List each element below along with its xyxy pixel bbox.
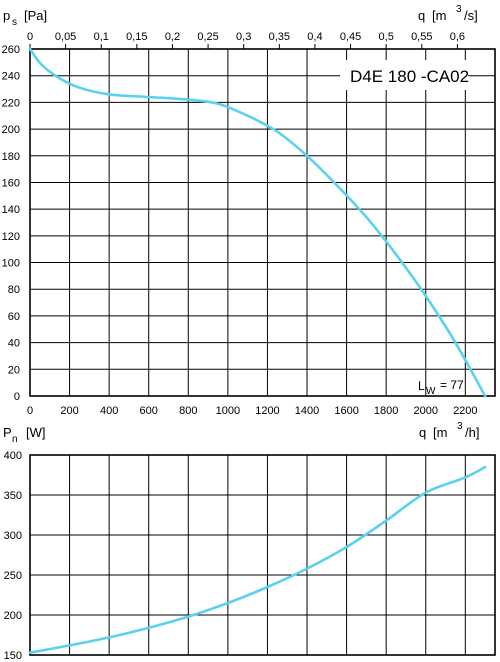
power-grid <box>30 455 495 655</box>
flow-top-tick-label: 0,25 <box>197 31 218 43</box>
pressure-chart: p s [Pa] q [m 3 /s] D4E 180 -CA02 L W = … <box>2 4 496 417</box>
pressure-plot-frame <box>29 48 496 397</box>
flow-top-tick-label: 0,6 <box>450 31 465 43</box>
pressure-tick-label: 20 <box>8 364 20 376</box>
pressure-tick-label: 260 <box>2 44 20 56</box>
power-tick-label: 350 <box>4 490 22 502</box>
flow-top-tick-label: 0 <box>27 31 33 43</box>
flow-tick-label: 200 <box>60 405 78 417</box>
flow-tick-label: 2200 <box>453 405 477 417</box>
pressure-axis-unit: [Pa] <box>24 8 47 23</box>
pressure-tick-label: 80 <box>8 284 20 296</box>
flow-tick-label: 1200 <box>255 405 279 417</box>
power-axis-symbol: P <box>3 425 12 440</box>
power-tick-label: 250 <box>4 570 22 582</box>
flow-top-axis-unit-pre: [m <box>432 8 446 23</box>
flow-axis-unit-post: /h] <box>465 425 479 440</box>
pressure-axis-subscript: s <box>12 17 17 28</box>
flow-top-tick-label: 0,05 <box>55 31 76 43</box>
power-axis-subscript: n <box>12 434 18 445</box>
pressure-tick-label: 220 <box>2 97 20 109</box>
power-plot-frame <box>29 454 496 656</box>
model-label-background <box>340 60 468 90</box>
flow-tick-label: 800 <box>179 405 197 417</box>
lw-symbol: L <box>418 379 425 393</box>
pressure-tick-label: 60 <box>8 311 20 323</box>
power-tick-label: 200 <box>4 610 22 622</box>
flow-tick-label: 600 <box>140 405 158 417</box>
flow-top-tick-label: 0,4 <box>307 31 322 43</box>
pressure-curve <box>28 47 487 398</box>
flow-tick-label: 1600 <box>334 405 358 417</box>
lw-annotation: L W = 77 <box>418 378 464 397</box>
pressure-tick-label: 180 <box>2 151 20 163</box>
flow-tick-label: 0 <box>27 405 33 417</box>
power-ticks: 150 200 250 300 350 400 <box>4 450 22 662</box>
flow-axis-symbol: q <box>419 425 426 440</box>
power-axis-unit: [W] <box>26 425 46 440</box>
flow-tick-label: 400 <box>100 405 118 417</box>
pressure-grid <box>30 49 495 396</box>
flow-tick-label: 1400 <box>295 405 319 417</box>
power-curve <box>28 465 487 654</box>
flow-top-tick-label: 0,5 <box>379 31 394 43</box>
pressure-tick-label: 40 <box>8 338 20 350</box>
pressure-tick-label: 120 <box>2 231 20 243</box>
pressure-tick-label: 240 <box>2 71 20 83</box>
power-tick-label: 150 <box>4 650 22 662</box>
flow-top-tick-label: 0,3 <box>236 31 251 43</box>
flow-tick-label: 1000 <box>216 405 240 417</box>
flow-top-tick-label: 0,35 <box>269 31 290 43</box>
flow-axis-unit-pre: [m <box>433 425 447 440</box>
pressure-tick-label: 200 <box>2 124 20 136</box>
power-tick-label: 400 <box>4 450 22 462</box>
pressure-ticks: 0 200 400 600 800 1000 1200 1400 1600 1800 2000 220… <box>2 31 478 417</box>
power-tick-label: 300 <box>4 530 22 542</box>
flow-tick-label: 2000 <box>414 405 438 417</box>
pressure-tick-label: 100 <box>2 258 20 270</box>
pressure-tick-label: 140 <box>2 204 20 216</box>
model-label: D4E 180 -CA02 <box>350 67 469 86</box>
flow-top-axis-symbol: q <box>418 8 425 23</box>
flow-top-axis-unit-sup: 3 <box>456 4 462 15</box>
pressure-tick-label: 0 <box>14 391 20 403</box>
lw-subscript: W <box>426 386 436 397</box>
pressure-axis-symbol: p <box>3 8 10 23</box>
flow-top-tick-label: 0,2 <box>165 31 180 43</box>
flow-top-tick-label: 0,1 <box>94 31 109 43</box>
flow-top-axis-unit-post: /s] <box>464 8 478 23</box>
flow-top-tick-label: 0,15 <box>126 31 147 43</box>
pressure-tick-label: 160 <box>2 177 20 189</box>
flow-top-tick-label: 0,55 <box>411 31 432 43</box>
flow-axis-unit-sup: 3 <box>457 421 463 432</box>
power-chart: P n [W] q [m 3 /h] 150 200 250 300 350 400 <box>3 421 496 662</box>
lw-value: = 77 <box>440 378 464 392</box>
flow-tick-label: 1800 <box>374 405 398 417</box>
flow-top-tick-label: 0,45 <box>340 31 361 43</box>
